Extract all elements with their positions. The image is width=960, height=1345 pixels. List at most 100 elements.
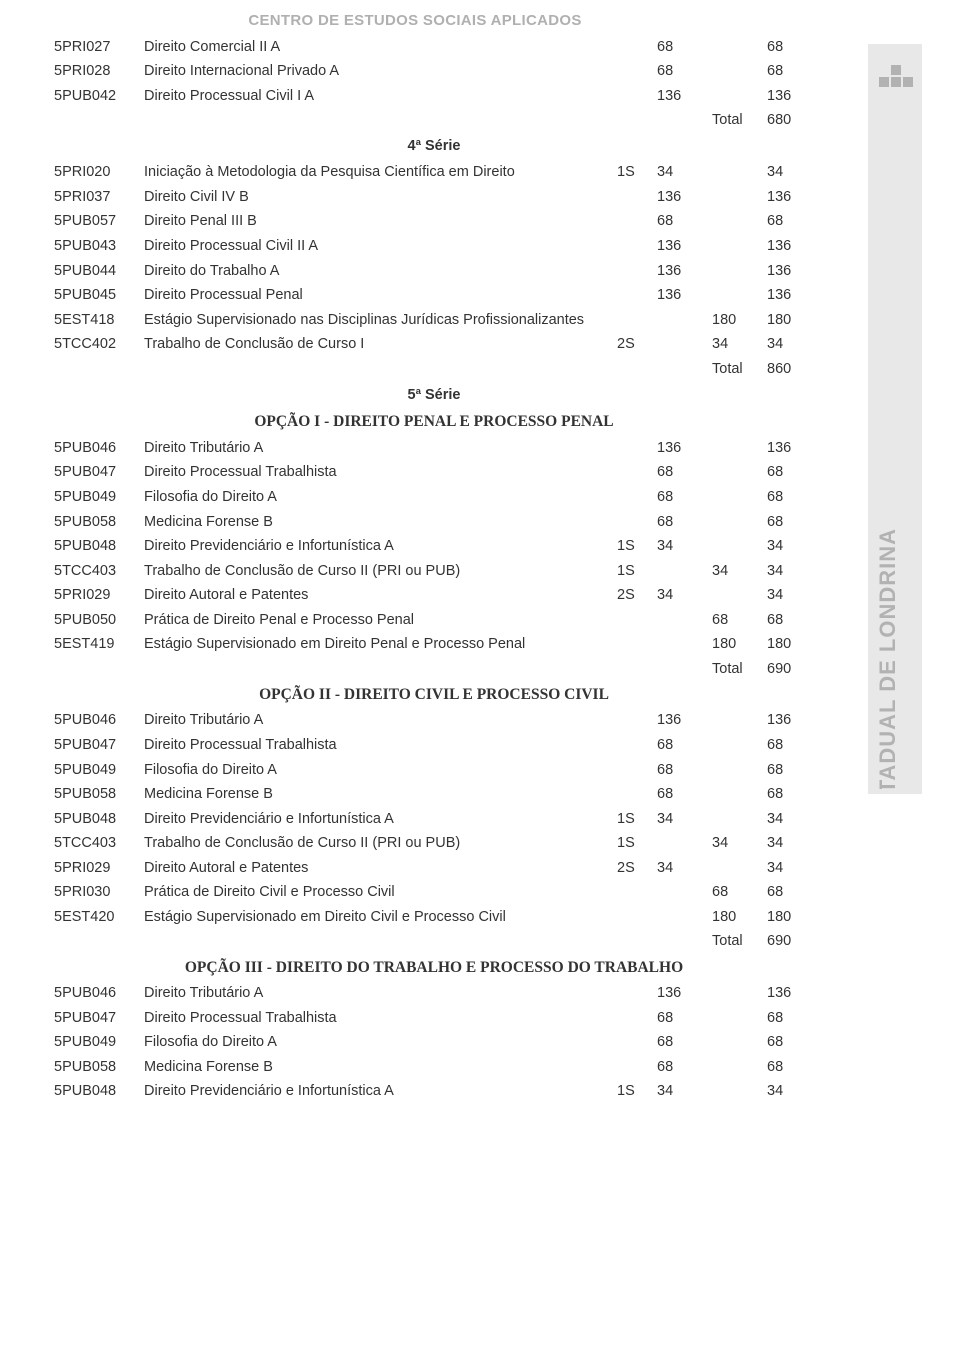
course-name: Trabalho de Conclusão de Curso II (PRI o… xyxy=(140,559,613,584)
course-name: Direito Processual Civil II A xyxy=(140,235,613,260)
course-name: Filosofia do Direito A xyxy=(140,485,613,510)
course-hours-1 xyxy=(653,333,708,358)
course-code: 5PRI037 xyxy=(50,185,140,210)
course-semester xyxy=(613,84,653,109)
course-hours-3: 68 xyxy=(763,608,818,633)
course-hours-1: 136 xyxy=(653,709,708,734)
table-row: 5PUB043Direito Processual Civil II A1361… xyxy=(50,235,818,260)
course-name: Direito Previdenciário e Infortunística … xyxy=(140,1080,613,1105)
course-code: 5PUB047 xyxy=(50,461,140,486)
course-code: 5EST418 xyxy=(50,308,140,333)
table-row: 5EST418Estágio Supervisionado nas Discip… xyxy=(50,308,818,333)
course-name: Medicina Forense B xyxy=(140,1055,613,1080)
course-hours-3: 34 xyxy=(763,161,818,186)
table-row: 5PUB057Direito Penal III B6868 xyxy=(50,210,818,235)
course-semester xyxy=(613,185,653,210)
course-semester xyxy=(613,485,653,510)
course-semester xyxy=(613,608,653,633)
table-row: 5PUB058Medicina Forense B6868 xyxy=(50,510,818,535)
course-code: 5PUB043 xyxy=(50,235,140,260)
section-label: 4ª Série xyxy=(50,133,818,161)
table-row: 5TCC403Trabalho de Conclusão de Curso II… xyxy=(50,832,818,857)
course-hours-1 xyxy=(653,633,708,658)
course-hours-3: 68 xyxy=(763,485,818,510)
course-hours-2 xyxy=(708,60,763,85)
course-hours-2 xyxy=(708,185,763,210)
curriculum-table: 5PRI027Direito Comercial II A68685PRI028… xyxy=(50,35,818,1104)
course-name: Estágio Supervisionado em Direito Civil … xyxy=(140,905,613,930)
course-hours-3: 34 xyxy=(763,1080,818,1105)
course-hours-3: 68 xyxy=(763,510,818,535)
course-hours-1 xyxy=(653,905,708,930)
course-hours-3: 136 xyxy=(763,981,818,1006)
course-hours-2: 180 xyxy=(708,905,763,930)
course-hours-2: 180 xyxy=(708,308,763,333)
course-code: 5PRI028 xyxy=(50,60,140,85)
table-row: 5PRI030Prática de Direito Civil e Proces… xyxy=(50,881,818,906)
page-container: CENTRO DE ESTUDOS SOCIAIS APLICADOS UNIV… xyxy=(0,0,960,1345)
course-hours-2 xyxy=(708,1031,763,1056)
course-semester xyxy=(613,35,653,60)
total-label: Total xyxy=(708,657,763,682)
course-hours-1: 68 xyxy=(653,758,708,783)
course-semester xyxy=(613,60,653,85)
course-code: 5PUB045 xyxy=(50,284,140,309)
section-heading-serif: OPÇÃO III - DIREITO DO TRABALHO E PROCES… xyxy=(50,955,818,982)
section-label: OPÇÃO III - DIREITO DO TRABALHO E PROCES… xyxy=(50,955,818,982)
course-name: Iniciação à Metodologia da Pesquisa Cien… xyxy=(140,161,613,186)
course-code: 5PUB048 xyxy=(50,807,140,832)
course-hours-1: 68 xyxy=(653,1031,708,1056)
course-hours-3: 34 xyxy=(763,333,818,358)
table-row: 5PRI037Direito Civil IV B136136 xyxy=(50,185,818,210)
table-row: 5PUB044Direito do Trabalho A136136 xyxy=(50,259,818,284)
table-row: 5PRI028Direito Internacional Privado A68… xyxy=(50,60,818,85)
course-hours-3: 68 xyxy=(763,881,818,906)
course-hours-1: 68 xyxy=(653,733,708,758)
table-row: 5PUB042Direito Processual Civil I A13613… xyxy=(50,84,818,109)
course-hours-3: 68 xyxy=(763,35,818,60)
course-code: 5PUB058 xyxy=(50,783,140,808)
course-hours-3: 68 xyxy=(763,783,818,808)
course-semester xyxy=(613,1006,653,1031)
course-hours-2: 34 xyxy=(708,832,763,857)
course-semester: 2S xyxy=(613,333,653,358)
course-hours-1: 136 xyxy=(653,981,708,1006)
course-hours-2 xyxy=(708,84,763,109)
course-name: Direito Civil IV B xyxy=(140,185,613,210)
course-semester xyxy=(613,783,653,808)
course-semester xyxy=(613,981,653,1006)
course-code: 5PRI029 xyxy=(50,856,140,881)
course-hours-2 xyxy=(708,1080,763,1105)
course-hours-1 xyxy=(653,832,708,857)
course-name: Direito Penal III B xyxy=(140,210,613,235)
total-label: Total xyxy=(708,109,763,134)
course-semester xyxy=(613,881,653,906)
course-name: Direito Tributário A xyxy=(140,981,613,1006)
page-header: CENTRO DE ESTUDOS SOCIAIS APLICADOS xyxy=(0,0,830,35)
course-hours-1: 68 xyxy=(653,35,708,60)
total-row: Total680 xyxy=(50,109,818,134)
section-heading: 5ª Série xyxy=(50,382,818,410)
course-hours-1: 34 xyxy=(653,856,708,881)
course-semester xyxy=(613,905,653,930)
table-row: 5PRI020Iniciação à Metodologia da Pesqui… xyxy=(50,161,818,186)
course-semester xyxy=(613,259,653,284)
course-hours-2 xyxy=(708,436,763,461)
course-name: Direito do Trabalho A xyxy=(140,259,613,284)
course-code: 5PUB047 xyxy=(50,1006,140,1031)
university-logo-text: UNIVERSIDADE ESTADUAL DE LONDRINA xyxy=(875,528,900,789)
course-code: 5PUB050 xyxy=(50,608,140,633)
course-hours-2 xyxy=(708,1006,763,1031)
course-name: Estágio Supervisionado nas Disciplinas J… xyxy=(140,308,613,333)
course-hours-3: 68 xyxy=(763,1031,818,1056)
course-hours-2 xyxy=(708,709,763,734)
course-semester xyxy=(613,510,653,535)
course-code: 5PRI029 xyxy=(50,584,140,609)
course-name: Trabalho de Conclusão de Curso II (PRI o… xyxy=(140,832,613,857)
course-hours-3: 34 xyxy=(763,856,818,881)
course-code: 5PUB047 xyxy=(50,733,140,758)
course-hours-2 xyxy=(708,856,763,881)
section-label: OPÇÃO I - DIREITO PENAL E PROCESSO PENAL xyxy=(50,409,818,436)
content-area: 5PRI027Direito Comercial II A68685PRI028… xyxy=(0,35,830,1104)
course-hours-2: 68 xyxy=(708,881,763,906)
